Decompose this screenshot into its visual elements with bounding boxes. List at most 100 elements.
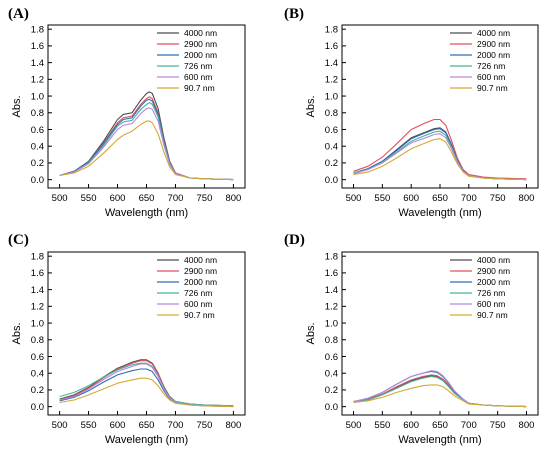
x-tick-label: 700 [461, 193, 477, 204]
legend-label: 2000 nm [184, 277, 217, 287]
x-axis-label: Wavelength (nm) [398, 434, 481, 446]
x-tick-label: 600 [110, 420, 126, 431]
x-tick-label: 800 [519, 193, 535, 204]
legend-label: 726 nm [477, 288, 505, 298]
y-tick-label: 1.8 [325, 251, 338, 262]
y-tick-label: 0.8 [325, 108, 338, 119]
y-tick-label: 0.0 [325, 175, 338, 186]
y-tick-label: 0.6 [325, 125, 338, 136]
series-line [353, 370, 527, 408]
x-tick-label: 550 [81, 420, 97, 431]
series-line [353, 138, 527, 181]
y-tick-label: 1.2 [31, 302, 44, 313]
series-line [59, 368, 234, 408]
x-tick-label: 700 [461, 420, 477, 431]
legend-label: 4000 nm [184, 255, 217, 265]
series-line [59, 377, 234, 408]
x-tick-label: 500 [346, 420, 362, 431]
y-tick-label: 1.4 [325, 58, 338, 69]
y-tick-label: 0.8 [31, 108, 44, 119]
y-tick-label: 0.8 [325, 335, 338, 346]
legend-label: 90.7 nm [184, 83, 215, 93]
x-tick-label: 500 [52, 193, 68, 204]
y-tick-label: 0.2 [325, 158, 338, 169]
chart-panel-d: 500 550 600 650 700 750 800 0.0 0.2 0.4 0.6 0.8 1.0 1… [305, 251, 539, 446]
legend-label: 600 nm [477, 72, 505, 82]
y-tick-label: 1.4 [31, 285, 44, 296]
y-tick-label: 0.2 [31, 385, 44, 396]
y-axis-label: Abs. [11, 95, 23, 117]
y-tick-label: 0.6 [31, 125, 44, 136]
legend-label: 2900 nm [477, 39, 510, 49]
x-tick-label: 800 [225, 193, 241, 204]
legend-label: 4000 nm [477, 28, 510, 38]
x-tick-label: 500 [52, 420, 68, 431]
x-tick-label: 700 [168, 193, 184, 204]
y-tick-label: 1.6 [325, 268, 338, 279]
y-tick-label: 0.6 [31, 352, 44, 363]
x-tick-label: 550 [81, 193, 97, 204]
x-tick-label: 600 [403, 193, 419, 204]
x-tick-label: 800 [225, 420, 241, 431]
panel-label-c: (C) [8, 232, 29, 248]
y-tick-label: 1.8 [31, 24, 44, 35]
legend-label: 726 nm [184, 61, 212, 71]
y-tick-label: 1.8 [31, 251, 44, 262]
legend-label: 726 nm [184, 288, 212, 298]
legend-label: 2000 nm [477, 50, 510, 60]
series-line [353, 128, 527, 181]
series-line [59, 360, 234, 407]
legend-label: 2000 nm [184, 50, 217, 60]
series-line [353, 118, 527, 180]
y-tick-label: 1.4 [31, 58, 44, 69]
legend-label: 90.7 nm [477, 310, 508, 320]
y-axis-label: Abs. [305, 95, 317, 117]
y-tick-label: 0.2 [325, 385, 338, 396]
x-axis-label: Wavelength (nm) [105, 434, 188, 446]
series-line [59, 363, 234, 408]
y-axis-label: Abs. [11, 322, 23, 344]
panel-label-b: (B) [284, 6, 304, 22]
y-tick-label: 0.8 [31, 335, 44, 346]
x-tick-label: 800 [519, 420, 535, 431]
y-tick-label: 1.6 [31, 41, 44, 52]
series-line [353, 133, 527, 181]
x-axis-label: Wavelength (nm) [105, 207, 188, 219]
x-tick-label: 650 [432, 420, 448, 431]
series-line [59, 359, 234, 407]
series-line [59, 362, 234, 407]
series-line [353, 127, 527, 181]
y-tick-label: 1.2 [325, 75, 338, 86]
panel-label-d: (D) [284, 232, 305, 248]
series-line [59, 107, 234, 181]
legend-label: 2000 nm [477, 277, 510, 287]
legend-label: 600 nm [184, 72, 212, 82]
x-tick-label: 550 [374, 420, 390, 431]
y-tick-label: 1.6 [31, 268, 44, 279]
y-tick-label: 1.6 [325, 41, 338, 52]
y-tick-label: 1.8 [325, 24, 338, 35]
legend-label: 2900 nm [184, 266, 217, 276]
y-tick-label: 0.4 [31, 142, 44, 153]
x-tick-label: 750 [197, 420, 213, 431]
y-tick-label: 0.0 [325, 402, 338, 413]
chart-panel-c: 500 550 600 650 700 750 800 0.0 0.2 0.4 0.6 0.8 1.0 1… [11, 251, 246, 446]
x-tick-label: 650 [139, 193, 155, 204]
legend-label: 4000 nm [184, 28, 217, 38]
x-tick-label: 750 [197, 193, 213, 204]
legend-label: 2900 nm [477, 266, 510, 276]
x-tick-label: 600 [403, 420, 419, 431]
y-tick-label: 1.2 [325, 302, 338, 313]
y-tick-label: 0.4 [325, 369, 338, 380]
y-tick-label: 1.0 [325, 318, 338, 329]
legend-label: 2900 nm [184, 39, 217, 49]
legend-label: 90.7 nm [184, 310, 215, 320]
series-line [353, 375, 527, 408]
legend-label: 600 nm [184, 299, 212, 309]
x-tick-label: 750 [490, 420, 506, 431]
y-tick-label: 0.2 [31, 158, 44, 169]
x-tick-label: 750 [490, 193, 506, 204]
series-line [353, 384, 527, 408]
